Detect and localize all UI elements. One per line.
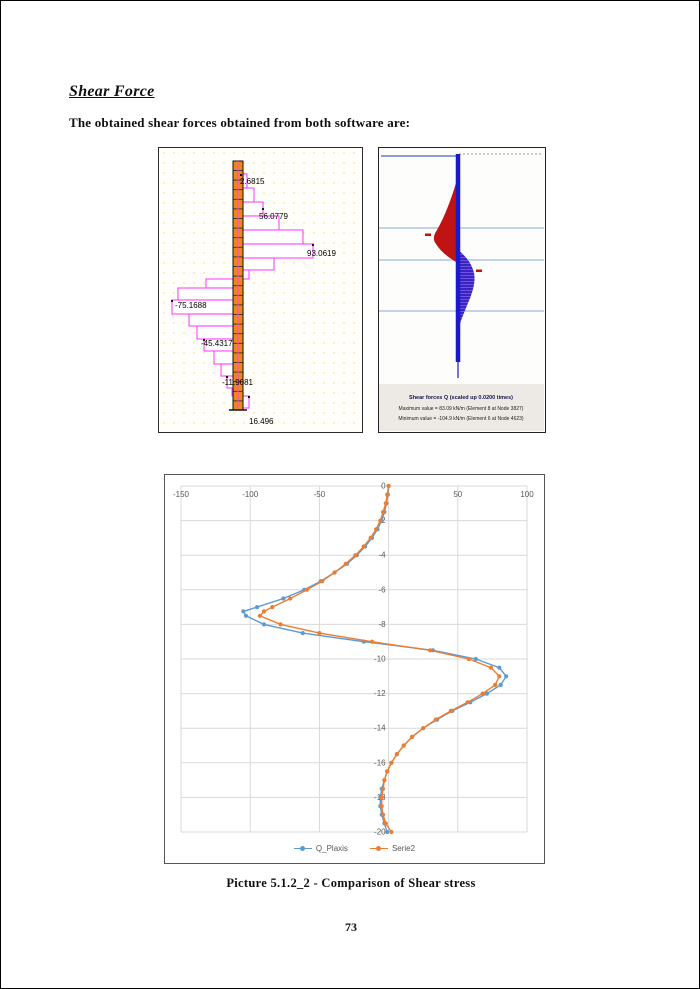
plaxis-caption-title: Shear forces Q (scaled up 0.0200 times) [409,395,513,401]
svg-text:50: 50 [453,490,462,499]
node-dots [170,173,315,399]
shear-steps-diagram: 2.6815 56.0779 93.0619 -75.1688 -45.4317… [159,148,362,432]
shear-value-label: 56.0779 [259,212,288,221]
legend-marker-orange-icon [369,846,388,852]
svg-text:-14: -14 [374,724,386,733]
plaxis-caption-band [379,384,544,431]
figure-caption: Picture 5.1.2_2 - Comparison of Shear st… [226,876,476,890]
svg-text:-16: -16 [374,758,386,767]
shear-value-label: 2.6815 [240,177,265,186]
page-title: Shear Force [69,83,155,100]
shear-comparison-plot: -150-100-50501000-2-4-6-8-10-12-14-16-18… [173,482,534,837]
plaxis-shear-diagram: Shear forces Q (scaled up 0.0200 times) … [379,148,544,431]
legend-item-q-plaxis: Q_Plaxis [293,844,348,853]
svg-text:-20: -20 [374,828,386,837]
shear-value-label: 93.0619 [307,249,336,258]
max-value-marker [476,269,482,272]
svg-text:0: 0 [381,482,386,491]
plaxis-min-value: Minimum value = -104.9 kN/m (Element 6 a… [398,416,524,422]
chart-legend: Q_Plaxis Serie2 [165,844,544,853]
legend-label-q-plaxis: Q_Plaxis [315,844,348,853]
page-number: 73 [345,920,357,934]
figure-plaxis-shear: Shear forces Q (scaled up 0.0200 times) … [378,147,546,433]
svg-text:-150: -150 [173,490,190,499]
figure-shear-steps: 2.6815 56.0779 93.0619 -75.1688 -45.4317… [158,147,363,433]
svg-text:-12: -12 [374,689,386,698]
legend-label-serie2: Serie2 [391,844,416,853]
comparison-chart: -150-100-50501000-2-4-6-8-10-12-14-16-18… [164,474,545,864]
legend-item-serie2: Serie2 [369,844,416,853]
shear-value-label: -11.9081 [222,378,254,387]
plaxis-max-value: Maximum value = 83.09 kN/m (Element 8 at… [399,406,524,412]
svg-text:-10: -10 [374,655,386,664]
svg-text:-4: -4 [378,551,386,560]
svg-text:-50: -50 [314,490,326,499]
intro-text: The obtained shear forces obtained from … [69,115,411,130]
min-value-marker [425,233,431,236]
svg-text:-8: -8 [378,620,386,629]
shear-value-label: -75.1688 [175,301,207,310]
shear-value-label: 16.496 [249,417,274,426]
svg-text:-6: -6 [378,585,386,594]
svg-text:-100: -100 [242,490,259,499]
legend-marker-blue-icon [293,846,312,852]
svg-text:100: 100 [520,490,534,499]
shear-value-label: -45.4317 [201,339,233,348]
positive-shear-lobe-purple [458,250,475,331]
negative-shear-lobe-red [433,176,458,263]
